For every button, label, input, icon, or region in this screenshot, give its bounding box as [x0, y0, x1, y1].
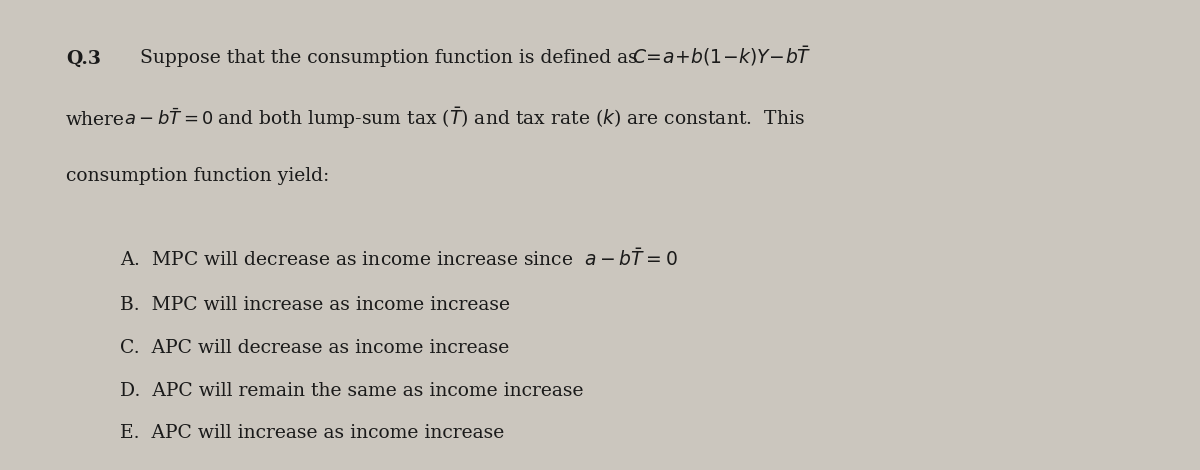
Text: and both lump-sum tax ($\bar{T}$) and tax rate ($k$) are constant.  This: and both lump-sum tax ($\bar{T}$) and ta… [217, 105, 805, 131]
Text: $C\!=\!a\!+\!b(1\!-\!k)Y\!-\!b\bar{T}$: $C\!=\!a\!+\!b(1\!-\!k)Y\!-\!b\bar{T}$ [632, 44, 812, 68]
Text: C.  APC will decrease as income increase: C. APC will decrease as income increase [120, 339, 509, 358]
Text: $a-b\bar{T}=0$: $a-b\bar{T}=0$ [124, 108, 214, 129]
Text: where: where [66, 110, 125, 129]
Text: B.  MPC will increase as income increase: B. MPC will increase as income increase [120, 296, 510, 314]
Text: Suppose that the consumption function is defined as: Suppose that the consumption function is… [116, 49, 638, 68]
Text: A.  MPC will decrease as income increase since  $a-b\bar{T}=0$: A. MPC will decrease as income increase … [120, 248, 678, 270]
Text: consumption function yield:: consumption function yield: [66, 167, 329, 185]
Text: Q.3: Q.3 [66, 49, 101, 68]
Text: D.  APC will remain the same as income increase: D. APC will remain the same as income in… [120, 382, 583, 400]
Text: E.  APC will increase as income increase: E. APC will increase as income increase [120, 424, 504, 442]
